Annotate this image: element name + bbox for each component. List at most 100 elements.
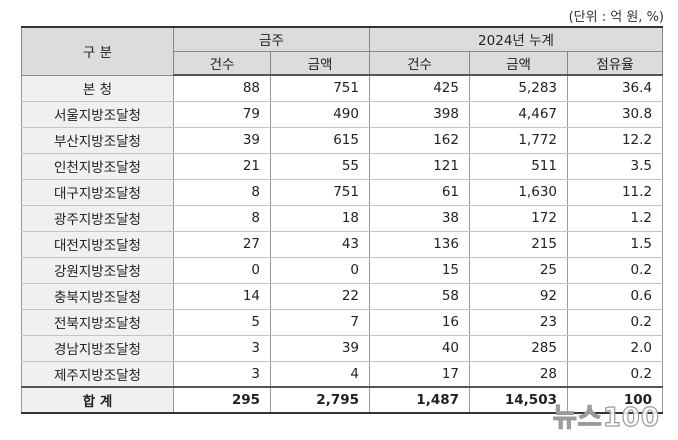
header-year-count: 건수 (369, 50, 470, 76)
row-label: 충북지방조달청 (21, 283, 174, 310)
year-amount: 5,283 (469, 75, 568, 102)
watermark-logo: 뉴스100 (552, 402, 660, 433)
table-row: 충북지방조달청 14 22 58 92 0.6 (21, 283, 664, 310)
total-week-count: 295 (173, 386, 271, 414)
week-amount: 615 (270, 127, 370, 154)
table-row: 경남지방조달청 3 39 40 285 2.0 (21, 335, 664, 362)
procurement-table: 구 분 금주 2024년 누계 건수 금액 건수 금액 점유율 본 청 88 751… (21, 26, 664, 414)
week-count: 88 (173, 75, 271, 102)
week-count: 21 (173, 153, 271, 180)
header-group-year: 2024년 누계 (368, 26, 664, 52)
header-share: 점유율 (566, 50, 664, 76)
week-amount: 43 (270, 231, 370, 258)
table-row: 제주지방조달청 3 4 17 28 0.2 (21, 361, 664, 388)
week-count: 3 (173, 361, 271, 388)
year-count: 61 (369, 179, 470, 206)
year-count: 16 (369, 309, 470, 336)
header-week-count: 건수 (173, 50, 271, 76)
week-count: 3 (173, 335, 271, 362)
year-count: 162 (369, 127, 470, 154)
share: 1.2 (566, 205, 664, 232)
row-label: 본 청 (21, 75, 174, 102)
total-row: 합 계 295 2,795 1,487 14,503 100 (21, 386, 664, 414)
share: 2.0 (566, 335, 664, 362)
table-row: 서울지방조달청 79 490 398 4,467 30.8 (21, 101, 664, 128)
week-count: 27 (173, 231, 271, 258)
header-week-amount: 금액 (270, 50, 370, 76)
row-label: 대구지방조달청 (21, 179, 174, 206)
year-count: 40 (369, 335, 470, 362)
year-count: 136 (369, 231, 470, 258)
year-count: 425 (369, 75, 470, 102)
year-amount: 4,467 (469, 101, 568, 128)
year-count: 38 (369, 205, 470, 232)
year-amount: 1,772 (469, 127, 568, 154)
row-label: 인천지방조달청 (21, 153, 174, 180)
week-count: 8 (173, 205, 271, 232)
year-amount: 25 (469, 257, 568, 284)
week-count: 14 (173, 283, 271, 310)
share: 30.8 (566, 101, 664, 128)
week-amount: 55 (270, 153, 370, 180)
year-count: 17 (369, 361, 470, 388)
unit-note: (단위 : 억 원, %) (568, 10, 664, 25)
year-amount: 23 (469, 309, 568, 336)
year-amount: 172 (469, 205, 568, 232)
row-label: 대전지방조달청 (21, 231, 174, 258)
week-count: 8 (173, 179, 271, 206)
year-count: 15 (369, 257, 470, 284)
table-row: 부산지방조달청 39 615 162 1,772 12.2 (21, 127, 664, 154)
table-row: 강원지방조달청 0 0 15 25 0.2 (21, 257, 664, 284)
year-amount: 511 (469, 153, 568, 180)
row-label: 제주지방조달청 (21, 361, 174, 388)
year-count: 398 (369, 101, 470, 128)
header-group-week: 금주 (173, 26, 370, 52)
year-amount: 1,630 (469, 179, 568, 206)
year-count: 121 (369, 153, 470, 180)
table-header: 구 분 금주 2024년 누계 건수 금액 건수 금액 점유율 (21, 26, 664, 76)
table-row: 인천지방조달청 21 55 121 511 3.5 (21, 153, 664, 180)
week-amount: 490 (270, 101, 370, 128)
year-amount: 28 (469, 361, 568, 388)
total-label: 합 계 (21, 386, 174, 414)
row-label: 강원지방조달청 (21, 257, 174, 284)
table-row: 대구지방조달청 8 751 61 1,630 11.2 (21, 179, 664, 206)
share: 1.5 (566, 231, 664, 258)
total-share: 100 (566, 386, 664, 414)
week-count: 5 (173, 309, 271, 336)
share: 12.2 (566, 127, 664, 154)
share: 11.2 (566, 179, 664, 206)
total-week-amount: 2,795 (270, 386, 370, 414)
share: 0.2 (566, 309, 664, 336)
row-label: 광주지방조달청 (21, 205, 174, 232)
table-row: 본 청 88 751 425 5,283 36.4 (21, 75, 664, 102)
table-row: 전북지방조달청 5 7 16 23 0.2 (21, 309, 664, 336)
row-label: 부산지방조달청 (21, 127, 174, 154)
table-row: 대전지방조달청 27 43 136 215 1.5 (21, 231, 664, 258)
week-count: 79 (173, 101, 271, 128)
week-amount: 0 (270, 257, 370, 284)
year-amount: 215 (469, 231, 568, 258)
year-count: 58 (369, 283, 470, 310)
table-body: 본 청 88 751 425 5,283 36.4 서울지방조달청 79 490 398 4,467… (21, 75, 664, 414)
share: 0.2 (566, 257, 664, 284)
total-year-count: 1,487 (369, 386, 470, 414)
year-amount: 285 (469, 335, 568, 362)
share: 0.6 (566, 283, 664, 310)
week-amount: 22 (270, 283, 370, 310)
week-amount: 18 (270, 205, 370, 232)
header-year-amount: 금액 (469, 50, 568, 76)
week-count: 0 (173, 257, 271, 284)
week-amount: 39 (270, 335, 370, 362)
total-year-amount: 14,503 (469, 386, 568, 414)
row-label: 경남지방조달청 (21, 335, 174, 362)
week-amount: 4 (270, 361, 370, 388)
week-amount: 751 (270, 75, 370, 102)
share: 3.5 (566, 153, 664, 180)
share: 0.2 (566, 361, 664, 388)
header-category: 구 분 (21, 26, 174, 76)
week-amount: 7 (270, 309, 370, 336)
share: 36.4 (566, 75, 664, 102)
row-label: 서울지방조달청 (21, 101, 174, 128)
week-amount: 751 (270, 179, 370, 206)
